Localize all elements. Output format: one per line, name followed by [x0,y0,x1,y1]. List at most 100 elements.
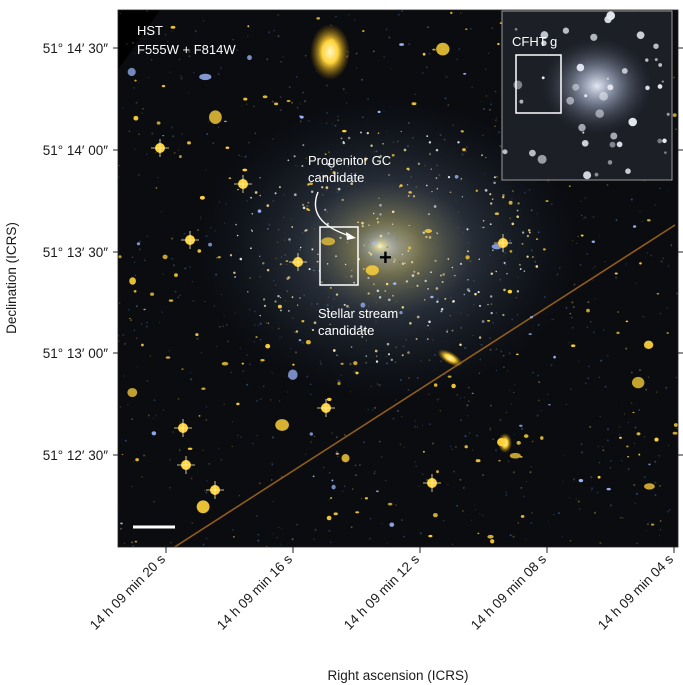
noise-grain [200,352,202,354]
noise-grain [580,200,582,202]
inset-star [645,85,650,91]
field-source [391,153,395,157]
inset-star [513,80,523,90]
noise-grain [513,434,515,436]
noise-grain [508,239,512,242]
galaxy-star [391,223,394,225]
galaxy-star [326,222,329,225]
galaxy-star [401,262,405,265]
galaxy-star [313,321,317,325]
galaxy-star [350,346,353,348]
galaxy-star [350,173,353,175]
noise-grain [410,176,413,178]
galaxy-star [317,253,319,255]
noise-grain [580,451,584,454]
noise-grain [582,217,584,219]
galaxy-star [516,209,519,212]
inset-star [566,96,575,105]
noise-grain [634,426,637,429]
galaxy-star [493,181,496,185]
galaxy-star [407,250,410,252]
noise-grain [427,342,429,344]
noise-grain [624,413,626,415]
noise-grain [507,370,509,372]
noise-grain [474,504,476,506]
field-source [408,191,413,194]
galaxy-star [392,294,394,297]
noise-grain [313,228,316,230]
noise-grain [385,356,388,358]
galaxy-star [301,203,305,207]
galaxy-star [424,279,427,283]
noise-grain [347,165,349,167]
galaxy-star [411,274,415,277]
noise-grain [371,293,374,296]
noise-grain [299,248,301,251]
field-source [333,512,338,516]
noise-grain [422,424,424,427]
inset-star [562,27,570,34]
noise-grain [399,378,402,382]
inset-star [661,80,664,83]
noise-grain [482,134,484,137]
noise-grain [529,471,532,474]
noise-grain [618,433,621,436]
galaxy-star [296,304,299,306]
noise-grain [472,303,475,306]
noise-grain [385,480,387,482]
galaxy-star [428,320,431,324]
galaxy-star [406,184,409,186]
field-source [463,72,467,75]
noise-grain [205,491,208,494]
noise-grain [461,153,464,156]
noise-grain [407,377,410,379]
field-source [494,212,500,216]
noise-grain [373,151,375,153]
noise-grain [428,359,431,362]
field-source [648,463,651,466]
field-source [639,262,642,265]
field-source [411,102,417,106]
cfht-inset: CFHT g [501,10,673,181]
noise-grain [659,529,662,531]
noise-grain [321,193,324,196]
noise-grain [328,529,331,532]
noise-grain [232,529,234,531]
noise-grain [345,276,347,278]
noise-grain [331,306,333,308]
noise-grain [431,247,434,249]
galaxy-core [352,224,408,268]
galaxy-star [481,320,485,323]
galaxy-star [384,290,387,292]
noise-grain [602,449,605,452]
field-source [362,29,365,33]
noise-grain [627,421,630,424]
noise-grain [512,535,515,538]
noise-grain [429,328,431,330]
field-source [614,272,618,275]
noise-grain [352,309,355,312]
field-source [209,110,222,125]
noise-grain [440,360,442,363]
noise-grain [491,27,494,29]
field-source [432,48,436,51]
noise-grain [407,145,409,148]
galaxy-star [410,261,414,264]
noise-grain [469,260,472,263]
noise-grain [355,171,357,174]
field-source [181,368,184,370]
noise-grain [587,377,590,380]
y-tick-label: 51° 14′ 00″ [43,143,108,158]
galaxy-star [329,323,331,326]
field-source [436,470,439,474]
noise-grain [192,299,195,302]
noise-grain [513,391,515,394]
noise-grain [385,362,388,365]
noise-grain [639,369,641,372]
noise-grain [416,426,419,428]
diffraction-spike [177,456,195,474]
noise-grain [118,340,120,342]
galaxy-star [490,311,493,315]
noise-grain [643,435,646,438]
field-source [309,182,313,186]
